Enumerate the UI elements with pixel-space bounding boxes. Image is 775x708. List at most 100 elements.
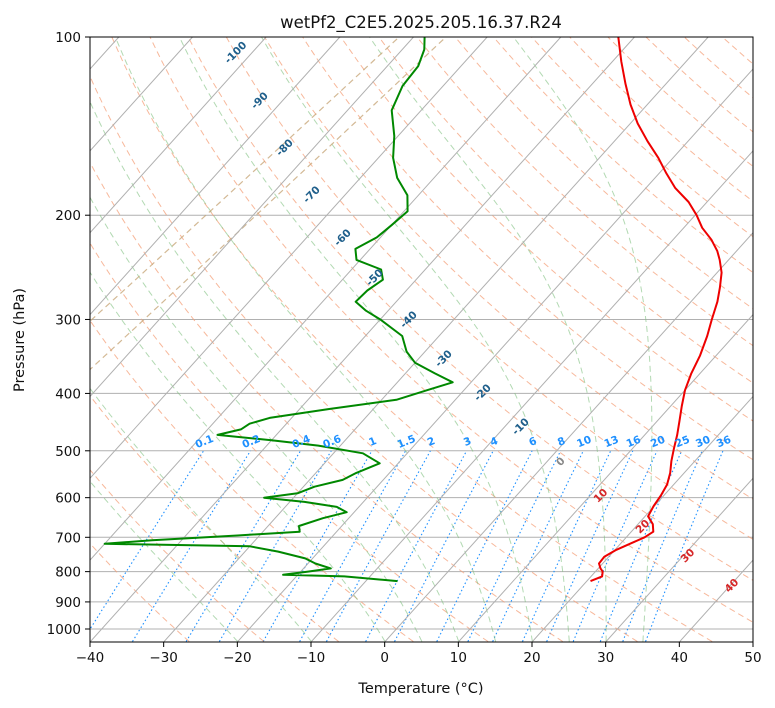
x-tick-label: 20 — [523, 650, 540, 666]
mixing-ratio-line — [326, 450, 431, 642]
mixing-ratio-label: 2 — [426, 435, 437, 449]
isotherm-line — [90, 37, 414, 398]
dry-adiabat-label: -90 — [249, 90, 271, 112]
dry-adiabat-line — [90, 469, 265, 642]
dry-adiabat-line — [149, 37, 753, 623]
dry-adiabat-line — [90, 542, 190, 642]
isotherm-line — [605, 477, 753, 642]
isotherm-line — [90, 37, 341, 316]
x-axis-label: Temperature (°C) — [357, 681, 483, 697]
mixing-ratio-line — [365, 450, 468, 642]
dry-adiabat-line — [264, 37, 753, 500]
mixing-ratio-label: 8 — [556, 435, 567, 449]
dry-adiabat-label: 30 — [678, 546, 697, 565]
profile-lines — [103, 37, 723, 583]
x-tick-label: 50 — [744, 650, 761, 666]
y-tick-label: 800 — [55, 565, 81, 581]
y-tick-label: 500 — [55, 444, 81, 460]
skewed-isotherms — [90, 37, 775, 642]
moist-adiabat-line — [90, 271, 386, 642]
mixing-ratio-label: 10 — [575, 434, 593, 451]
mixing-ratio-label: 16 — [625, 434, 643, 451]
mixing-ratio-label: 1.5 — [396, 433, 418, 451]
moist-adiabat-line — [260, 37, 570, 642]
mixing-ratio-label: 30 — [694, 434, 712, 451]
dry-adiabat-label: -30 — [433, 348, 455, 370]
mixing-ratio-label: 3 — [462, 435, 473, 449]
moist-adiabat-line — [90, 100, 460, 642]
dry-adiabat-label: 0 — [554, 455, 568, 469]
isotherm-line — [163, 37, 709, 642]
dry-adiabat-lines — [90, 37, 753, 642]
dry-adiabat-label: -70 — [301, 184, 323, 206]
dry-adiabat-line — [90, 242, 489, 642]
isotherm-line — [679, 559, 753, 642]
mixing-ratio-line — [436, 450, 533, 642]
y-tick-label: 600 — [55, 491, 81, 507]
mixing-ratio-line — [546, 450, 634, 642]
plot-frame — [89, 36, 754, 643]
y-tick-label: 900 — [55, 595, 81, 611]
isotherm-line — [311, 150, 753, 642]
dry-adiabat-label: -10 — [510, 416, 532, 438]
dry-adiabat-line — [645, 37, 753, 133]
isotherm-line — [90, 37, 562, 561]
mixing-ratio-label: 0.4 — [290, 433, 312, 451]
chart-title: wetPf2_C2E5.2025.205.16.37.R24 — [280, 13, 562, 33]
dry-adiabat-line — [683, 37, 753, 99]
x-tick-label: 0 — [380, 650, 389, 666]
y-axis: 100 200 300 400 500 600 700 800 900 1000 — [47, 30, 90, 638]
y-tick-label: 1000 — [47, 622, 81, 638]
mixing-ratio-line — [299, 450, 407, 642]
isotherm-line — [90, 37, 488, 480]
y-tick-label: 100 — [55, 30, 81, 46]
x-tick-label: −30 — [149, 650, 178, 666]
dry-adiabat-line — [454, 37, 753, 310]
mixing-ratio-line — [492, 450, 584, 642]
isotherm-line — [384, 231, 753, 642]
line-labels: 0.1 0.2 0.4 0.6 1 1.5 2 3 4 6 8 10 13 16 20 25 30 36-100-… — [194, 39, 742, 595]
mixing-ratio-line — [262, 450, 373, 642]
y-tick-label: 300 — [55, 312, 81, 328]
dry-adiabat-line — [416, 37, 753, 347]
dry-adiabat-label: -100 — [222, 39, 249, 66]
dry-adiabat-label: -40 — [398, 309, 420, 331]
mixing-ratio-line — [90, 450, 205, 631]
mixing-ratio-label: 0.2 — [240, 433, 262, 451]
y-tick-label: 200 — [55, 208, 81, 224]
mixing-ratio-line — [645, 450, 724, 642]
mixing-ratio-label: 13 — [603, 434, 621, 451]
mixing-ratio-label: 25 — [674, 434, 692, 451]
mixing-ratio-label: 4 — [488, 435, 499, 449]
mixing-ratio-label: 1 — [367, 435, 378, 449]
mixing-ratio-label: 6 — [527, 435, 538, 449]
dry-adiabat-line — [90, 319, 414, 642]
dry-adiabat-line — [378, 37, 753, 384]
x-tick-label: −40 — [76, 650, 105, 666]
isotherm-line — [237, 68, 753, 642]
moist-adiabat-line — [90, 480, 239, 642]
isotherm-line — [753, 37, 775, 642]
dry-adiabat-line — [493, 37, 753, 274]
dry-adiabat-line — [531, 37, 753, 238]
moist-adiabat-line — [178, 37, 533, 642]
moist-adiabat-line — [368, 37, 607, 642]
moist-adiabat-line — [114, 37, 497, 642]
dewpoint-profile-line — [103, 37, 454, 583]
dry-adiabat-label: 10 — [591, 486, 610, 505]
dry-adiabat-label: -60 — [332, 227, 354, 249]
mixing-ratio-line — [622, 450, 703, 642]
mixing-ratio-label: 36 — [715, 434, 733, 451]
reference-curve — [90, 37, 400, 323]
x-tick-label: −10 — [297, 650, 326, 666]
y-tick-label: 700 — [55, 530, 81, 546]
y-axis-label: Pressure (hPa) — [12, 288, 28, 392]
mixing-ratio-line — [467, 450, 562, 642]
mixing-ratio-line — [394, 450, 494, 642]
y-tick-label: 400 — [55, 386, 81, 402]
isotherm-line — [90, 37, 635, 642]
x-axis: −40 −30 −20 −10 0 10 20 30 40 50 — [76, 642, 762, 666]
x-tick-label: 30 — [597, 650, 614, 666]
dry-adiabat-line — [90, 161, 563, 642]
